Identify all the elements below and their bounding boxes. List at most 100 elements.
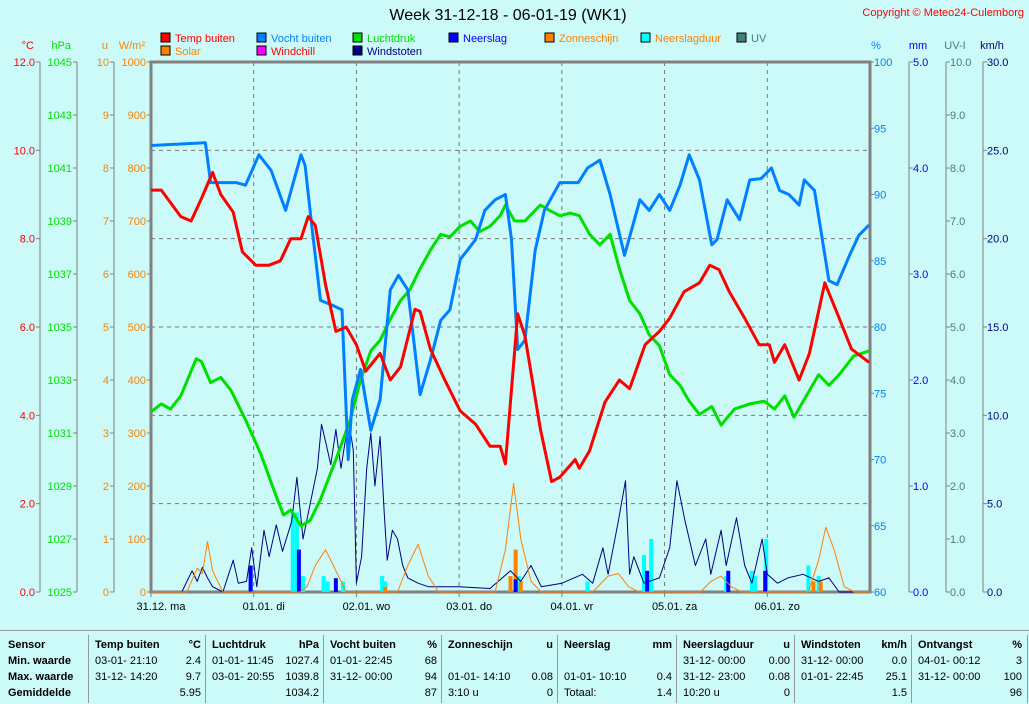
table-cell-value: 87 — [424, 687, 437, 699]
axis-tick-label-humidity: 100 — [874, 57, 892, 69]
legend-label: Solar — [175, 46, 201, 58]
table-column-unit: mm — [652, 639, 672, 651]
legend-swatch — [160, 32, 171, 43]
stats-table: Sensor Min. waarde Max. waarde Gemiddelde Te… — [0, 630, 1029, 704]
bar-neerslagduur — [724, 576, 729, 592]
table-cell-time: 31-12- 00:00 — [683, 655, 746, 667]
axis-tick-label-wind: 25.0 — [987, 145, 1008, 157]
axis-tick-label-solar: 800 — [128, 163, 146, 175]
bar-neerslagduur — [294, 512, 299, 592]
table-column-header: Luchtdruk — [212, 639, 266, 651]
table-cell-time: 10:20 u — [683, 687, 720, 699]
axis-tick-label-humidity: 90 — [874, 190, 886, 202]
axis-tick-label-uv: 4.0 — [950, 375, 965, 387]
axis-tick-label-hours: 10 — [97, 57, 109, 69]
axis-tick-label-hours: 5 — [103, 322, 109, 334]
legend-label: Windstoten — [367, 46, 422, 58]
axis-tick-label-wind: 20.0 — [987, 234, 1008, 246]
table-column-unit: hPa — [298, 639, 319, 651]
axis-tick-label-solar: 700 — [128, 216, 146, 228]
axis-tick-label-uv: 0.0 — [950, 587, 965, 599]
axis-tick-label-pressure: 1037 — [48, 269, 72, 281]
axis-tick-label-wind: 10.0 — [987, 410, 1008, 422]
bar-neerslagduur — [321, 576, 326, 592]
axis-tick-label-pressure: 1027 — [48, 534, 72, 546]
axis-tick-label-pressure: 1045 — [48, 57, 72, 69]
legend-swatch — [256, 45, 267, 56]
legend-label: UV — [751, 33, 767, 45]
bar-zonneschijn — [508, 576, 513, 592]
axis-unit-solar: W/m² — [119, 40, 146, 52]
legend-label: Vocht buiten — [271, 33, 332, 45]
table-cell-time: 31-12- 00:00 — [918, 671, 981, 683]
table-cell-time: 01-01- 11:45 — [212, 655, 274, 667]
axis-tick-label-wind: 30.0 — [987, 57, 1008, 69]
bar-neerslag — [296, 549, 301, 592]
bar-neerslagduur — [642, 554, 647, 592]
bar-neerslag — [645, 570, 650, 592]
bar-zonneschijn — [518, 581, 523, 592]
bar-neerslag — [248, 565, 253, 592]
bar-neerslagduur — [325, 581, 330, 592]
axis-tick-label-uv: 10.0 — [950, 57, 971, 69]
table-cell-value: 94 — [424, 671, 437, 683]
legend-swatch — [352, 45, 363, 56]
axis-tick-label-uv: 7.0 — [950, 216, 965, 228]
axis-tick-label-pressure: 1033 — [48, 375, 72, 387]
series-line-windstoten — [151, 421, 870, 593]
axis-tick-label-solar: 100 — [128, 534, 146, 546]
axis-tick-label-solar: 1000 — [122, 57, 146, 69]
legend-swatch — [256, 32, 267, 43]
x-tick-label: 01.01. di — [243, 601, 285, 613]
legend-swatch — [736, 32, 747, 43]
axis-tick-label-hours: 1 — [103, 534, 109, 546]
chart-title: Week 31-12-18 - 06-01-19 (WK1) — [389, 7, 626, 24]
bar-neerslagduur — [380, 576, 385, 592]
axis-tick-label-rain: 3.0 — [913, 269, 928, 281]
axis-tick-label-rain: 5.0 — [913, 57, 928, 69]
axis-tick-label-humidity: 80 — [874, 322, 886, 334]
axis-tick-label-temp: 2.0 — [20, 499, 35, 511]
legend-label: Temp buiten — [175, 33, 235, 45]
table-column-unit: u — [546, 639, 553, 651]
axis-tick-label-uv: 8.0 — [950, 163, 965, 175]
bar-zonneschijn — [383, 586, 388, 592]
axis-tick-label-temp: 10.0 — [14, 145, 35, 157]
axis-tick-label-rain: 4.0 — [913, 163, 928, 175]
axis-tick-label-pressure: 1043 — [48, 110, 72, 122]
x-tick-label: 02.01. wo — [343, 601, 391, 613]
table-cell-time: 31-12- 23:00 — [683, 671, 746, 683]
axis-unit-wind: km/h — [980, 40, 1004, 52]
table-column: Neerslag mm 01-01- 10:10 0.4 Totaal: 1.4 — [557, 635, 677, 703]
axis-tick-label-humidity: 95 — [874, 123, 886, 135]
table-row-label: Max. waarde — [8, 671, 74, 683]
axis-tick-label-wind: 5.0 — [987, 499, 1002, 511]
x-tick-label: 06.01. zo — [755, 601, 800, 613]
table-column-header: Ontvangst — [918, 639, 973, 651]
x-tick-label: 05.01. za — [652, 601, 698, 613]
legend-label: Neerslag — [463, 33, 507, 45]
bar-zonneschijn — [818, 581, 823, 592]
table-cell-value: 0 — [783, 687, 790, 699]
axis-tick-label-solar: 200 — [128, 481, 146, 493]
table-cell-value: 1034.2 — [285, 687, 319, 699]
legend-label: Windchill — [271, 46, 315, 58]
legend-swatch — [544, 32, 555, 43]
axis-tick-label-uv: 2.0 — [950, 481, 965, 493]
bar-neerslagduur — [752, 576, 757, 592]
axis-tick-label-pressure: 1035 — [48, 322, 72, 334]
series-line-luchtdruk — [150, 203, 870, 528]
table-column-unit: % — [1012, 639, 1022, 651]
table-cell-value: 5.95 — [179, 687, 201, 699]
axis-tick-label-uv: 3.0 — [950, 428, 965, 440]
table-cell-time: 01-01- 22:45 — [801, 671, 864, 683]
axis-unit-uv: UV-I — [944, 40, 965, 52]
table-header-sensor: Sensor — [8, 639, 46, 651]
axis-tick-label-solar: 600 — [128, 269, 146, 281]
table-column-header: Windstoten — [801, 639, 861, 651]
axis-tick-label-uv: 5.0 — [950, 322, 965, 334]
series-line-vocht-buiten — [150, 141, 871, 461]
table-cell-time: 01-01- 14:10 — [448, 671, 511, 683]
table-column-unit: °C — [188, 639, 201, 651]
table-cell-time: 04-01- 00:12 — [918, 655, 981, 667]
